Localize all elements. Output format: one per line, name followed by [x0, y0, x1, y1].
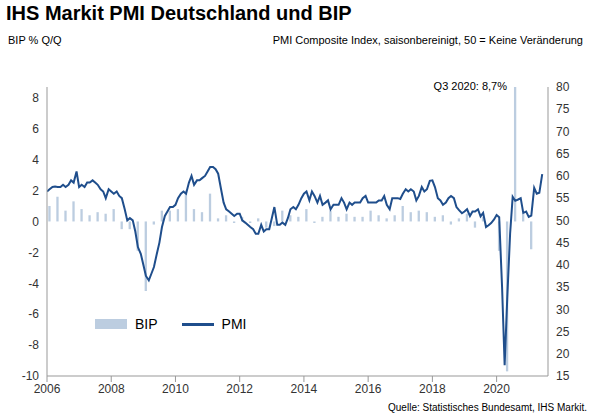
svg-text:45: 45 [556, 236, 570, 250]
svg-text:2010: 2010 [162, 382, 189, 396]
svg-text:60: 60 [556, 169, 570, 183]
html-text:BIP % Q/Q: BIP % Q/Q [8, 34, 62, 46]
svg-text:75: 75 [556, 102, 570, 116]
svg-text:-4: -4 [28, 277, 39, 291]
svg-text:-6: -6 [28, 307, 39, 321]
svg-text:8: 8 [32, 91, 39, 105]
html-text:Quelle: Statistisches Bundesam: Quelle: Statistisches Bundesamt, IHS Mar… [388, 402, 587, 413]
svg-text:15: 15 [556, 369, 570, 383]
html-text:Q3 2020: 8,7%: Q3 2020: 8,7% [433, 80, 507, 92]
svg-text:20: 20 [556, 347, 570, 361]
svg-text:2012: 2012 [226, 382, 253, 396]
svg-text:2006: 2006 [34, 382, 61, 396]
html-text:BIP: BIP [135, 316, 158, 332]
html-text:PMI: PMI [221, 316, 247, 332]
svg-text:2016: 2016 [355, 382, 382, 396]
html-text:PMI Composite Index, saisonber: PMI Composite Index, saisonbereinigt, 50… [272, 34, 583, 46]
svg-text:55: 55 [556, 191, 570, 205]
svg-text:40: 40 [556, 258, 570, 272]
svg-text:-10: -10 [22, 369, 40, 383]
svg-text:70: 70 [556, 125, 570, 139]
svg-text:50: 50 [556, 214, 570, 228]
svg-text:0: 0 [32, 215, 39, 229]
svg-text:2: 2 [32, 184, 39, 198]
svg-text:2014: 2014 [291, 382, 318, 396]
svg-text:80: 80 [556, 80, 570, 94]
svg-text:4: 4 [32, 153, 39, 167]
svg-text:2020: 2020 [483, 382, 510, 396]
svg-text:35: 35 [556, 280, 570, 294]
svg-text:65: 65 [556, 147, 570, 161]
svg-text:-2: -2 [28, 246, 39, 260]
svg-text:-8: -8 [28, 338, 39, 352]
svg-text:2018: 2018 [419, 382, 446, 396]
svg-text:6: 6 [32, 122, 39, 136]
html-text:IHS Markit PMI Deutschland und: IHS Markit PMI Deutschland und BIP [6, 2, 352, 24]
svg-text:25: 25 [556, 325, 570, 339]
svg-text:2008: 2008 [98, 382, 125, 396]
svg-text:30: 30 [556, 303, 570, 317]
